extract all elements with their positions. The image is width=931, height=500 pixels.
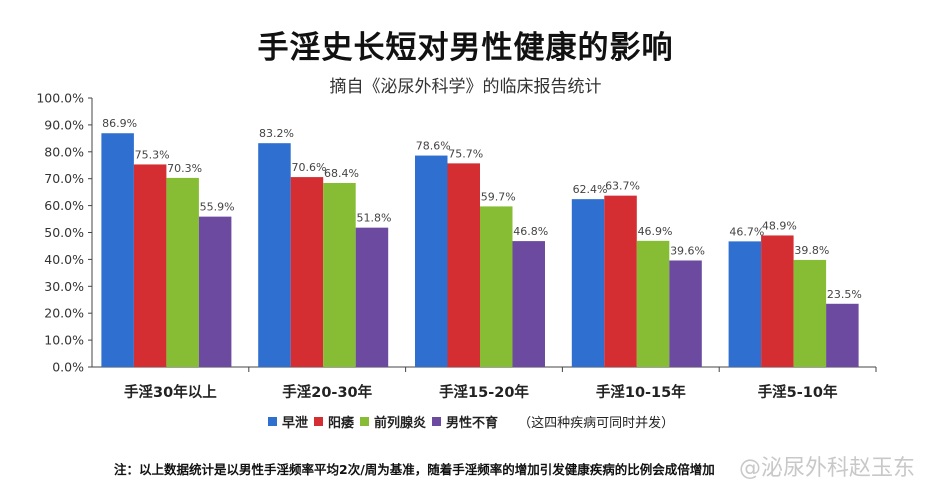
legend-swatch-infertility — [432, 417, 442, 426]
data-label: 62.4% — [573, 183, 608, 196]
y-tick-label: 0.0% — [52, 360, 84, 375]
bar — [133, 164, 167, 367]
data-label: 55.9% — [200, 201, 235, 214]
chart-subtitle: 摘自《泌尿外科学》的临床报告统计 — [329, 77, 602, 97]
data-label: 23.5% — [827, 288, 862, 301]
bar — [571, 199, 605, 367]
bar — [101, 133, 134, 367]
data-label: 46.8% — [513, 225, 548, 238]
x-tick-label: 手淫5-10年 — [758, 383, 838, 401]
data-label: 70.3% — [167, 162, 202, 175]
legend: 早泄 阳痿 前列腺炎 男性不育 （这四种疾病可同时并发） — [268, 412, 674, 431]
y-tick-label: 100.0% — [36, 91, 84, 106]
y-tick-label: 40.0% — [44, 252, 84, 267]
legend-item-impotence: 阳痿 — [314, 412, 354, 431]
x-tick-label: 手淫15-20年 — [439, 383, 529, 401]
bar — [636, 240, 670, 367]
legend-label-infertility: 男性不育 — [446, 416, 499, 431]
chart-title: 手淫史长短对男性健康的影响 — [257, 30, 674, 66]
legend-swatch-impotence — [314, 417, 324, 426]
bar — [604, 195, 637, 367]
legend-label-impotence: 阳痿 — [328, 416, 355, 431]
bar — [669, 260, 702, 367]
legend-label-early-ejaculation: 早泄 — [282, 416, 309, 431]
bar — [290, 177, 324, 367]
y-tick-label: 50.0% — [44, 225, 84, 240]
legend-swatch-prostatitis — [360, 417, 370, 426]
x-tick-label: 手淫20-30年 — [282, 383, 372, 401]
bar — [166, 177, 199, 367]
bar — [323, 183, 356, 367]
data-label: 46.9% — [638, 225, 673, 238]
bar — [355, 227, 389, 367]
y-tick-label: 30.0% — [44, 279, 84, 294]
data-label: 48.9% — [762, 219, 797, 232]
bar — [793, 259, 827, 367]
legend-label-prostatitis: 前列腺炎 — [374, 416, 427, 431]
data-label: 78.6% — [416, 140, 451, 153]
bar — [728, 241, 762, 367]
bar — [480, 206, 513, 367]
watermark: @泌尿外科赵玉东 — [738, 456, 915, 481]
data-label: 39.6% — [670, 244, 705, 257]
y-tick-label: 70.0% — [44, 171, 84, 186]
data-label: 51.8% — [356, 212, 391, 225]
bar-chart: 0.0% 10.0% 20.0% 30.0% 40.0% 50.0% 60.0% 70.0% 8… — [36, 91, 877, 401]
legend-item-early-ejaculation: 早泄 — [268, 412, 308, 431]
data-label: 86.9% — [102, 117, 137, 130]
y-tick-label: 90.0% — [44, 117, 84, 132]
bar — [512, 241, 545, 367]
y-tick-label: 20.0% — [44, 306, 84, 321]
x-tick-label: 手淫30年以上 — [124, 383, 217, 401]
bar — [447, 163, 480, 367]
y-tick-label: 80.0% — [44, 144, 84, 159]
legend-note: （这四种疾病可同时并发） — [518, 416, 675, 431]
x-tick-label: 手淫10-15年 — [596, 383, 686, 401]
data-label: 75.3% — [135, 148, 170, 161]
legend-item-infertility: 男性不育 — [432, 412, 498, 431]
data-label: 68.4% — [324, 167, 359, 180]
bar — [415, 155, 448, 367]
bar — [258, 143, 291, 367]
data-label: 39.8% — [794, 244, 829, 257]
footnote: 注：以上数据统计是以男性手淫频率平均2次/周为基准，随着手淫频率的增加引发健康疾… — [114, 462, 715, 477]
legend-item-prostatitis: 前列腺炎 — [360, 412, 426, 431]
data-label: 70.6% — [291, 161, 326, 174]
y-tick-label: 10.0% — [44, 333, 84, 348]
data-label: 59.7% — [481, 190, 516, 203]
data-label: 83.2% — [259, 127, 294, 140]
y-tick-label: 60.0% — [44, 198, 84, 213]
data-label: 46.7% — [729, 225, 764, 238]
legend-swatch-early-ejaculation — [268, 417, 277, 426]
bar — [761, 235, 794, 367]
data-label: 75.7% — [448, 147, 483, 160]
bar — [198, 216, 232, 367]
bar — [826, 303, 859, 367]
data-label: 63.7% — [605, 180, 640, 193]
